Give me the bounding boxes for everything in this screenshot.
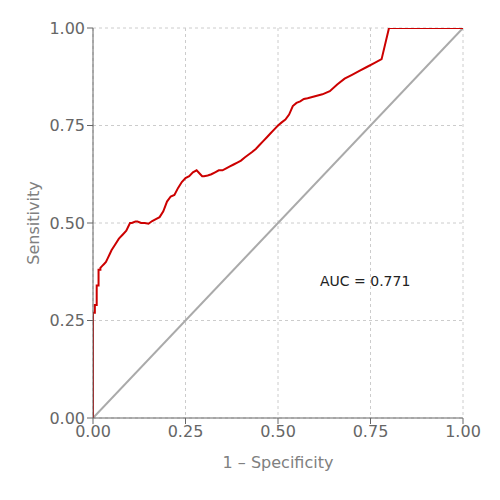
svg-text:Sensitivity: Sensitivity bbox=[24, 181, 43, 264]
svg-text:1 – Specificity: 1 – Specificity bbox=[223, 453, 334, 472]
svg-text:0.25: 0.25 bbox=[49, 311, 85, 330]
svg-text:0.50: 0.50 bbox=[49, 214, 85, 233]
svg-text:0.75: 0.75 bbox=[353, 422, 389, 441]
svg-text:AUC = 0.771: AUC = 0.771 bbox=[320, 273, 410, 289]
svg-text:0.50: 0.50 bbox=[260, 422, 296, 441]
svg-text:0.25: 0.25 bbox=[168, 422, 204, 441]
svg-text:1.00: 1.00 bbox=[445, 422, 481, 441]
svg-text:1.00: 1.00 bbox=[49, 19, 85, 38]
svg-text:0.75: 0.75 bbox=[49, 116, 85, 135]
svg-text:0.00: 0.00 bbox=[49, 409, 85, 428]
svg-text:0.00: 0.00 bbox=[75, 422, 111, 442]
